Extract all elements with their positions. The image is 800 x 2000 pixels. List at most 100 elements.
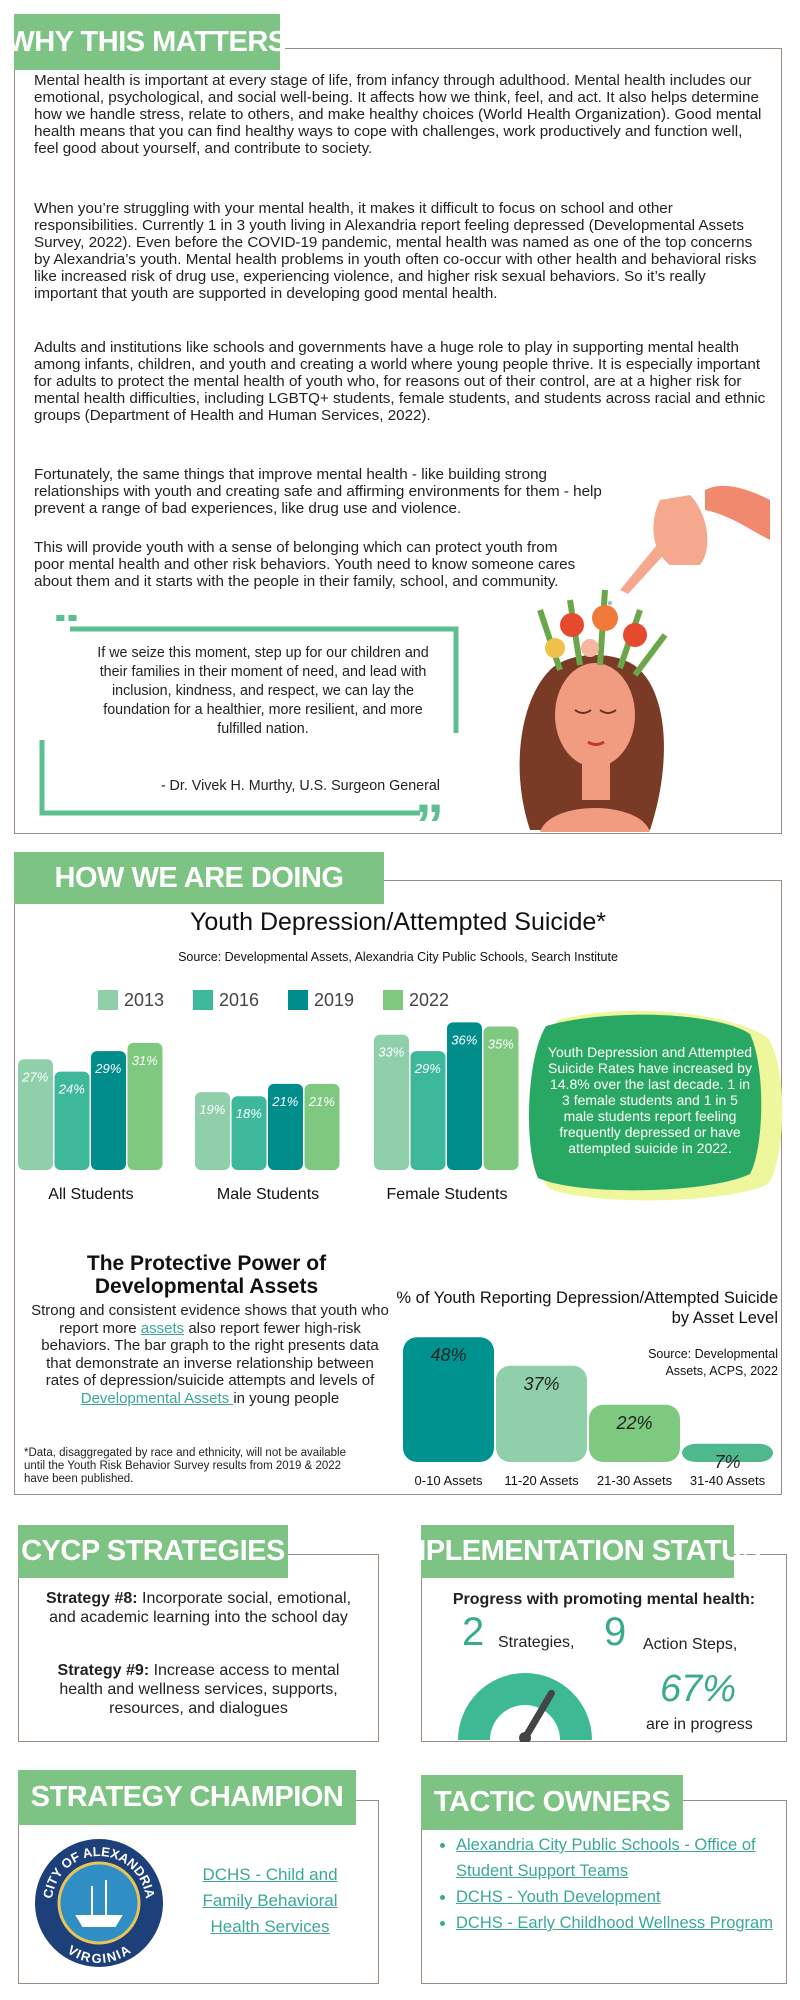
quote: If we seize this moment, step up for our… (97, 645, 429, 737)
value-label: 35% (488, 1037, 514, 1052)
legend-swatch (288, 990, 308, 1010)
strategy: Strategy #8: Incorporate social, emotion… (38, 1589, 359, 1627)
value-label: 29% (414, 1061, 441, 1076)
value-label: 7% (714, 1452, 740, 1472)
flower (560, 613, 584, 637)
bar (127, 1042, 163, 1170)
bar (54, 1071, 90, 1170)
bar (403, 1337, 494, 1462)
paragraph: Fortunately, the same things that improv… (34, 466, 602, 517)
face (555, 663, 635, 767)
bar (304, 1083, 340, 1170)
bar (268, 1083, 303, 1170)
quote-border (39, 740, 420, 816)
chart-title-box: % of Youth Reporting Depression/Attempte… (396, 1289, 778, 1327)
champion-title: STRATEGY CHAMPION (18, 1770, 356, 1825)
value-label: 33% (378, 1045, 404, 1060)
legend-label: 2013 (124, 990, 164, 1010)
legend-swatch (193, 990, 213, 1010)
link[interactable]: assets (140, 1319, 185, 1337)
bar (682, 1443, 773, 1462)
bar (18, 1059, 53, 1170)
strategies-count: 2 (462, 1610, 485, 1654)
illustration (519, 485, 770, 832)
link[interactable]: Developmental Assets (80, 1389, 234, 1407)
strategies-title: CYCP STRATEGIES (18, 1525, 288, 1578)
flower (592, 605, 618, 631)
chart-subtitle: Source: Developmental Assets, ACPS, 2022 (648, 1347, 778, 1378)
chart-title: Youth Depression/Attempted Suicide* (190, 908, 606, 936)
quote-mark: “ (52, 615, 81, 658)
chart: % of Youth Reporting Depression/Attempte… (396, 1289, 778, 1488)
chart-title: % of Youth Reporting Depression/Attempte… (396, 1289, 778, 1327)
gauge (458, 1673, 592, 1742)
owners-list: Alexandria City Public Schools - Office … (420, 1832, 800, 1936)
quote-border (70, 626, 459, 733)
seal-ship (75, 1880, 123, 1927)
value-label: 24% (58, 1082, 85, 1097)
callout-background (528, 1014, 762, 1191)
chart: Youth Depression/Attempted Suicide* Sourc… (18, 908, 618, 1203)
paragraph: Adults and institutions like schools and… (34, 339, 766, 424)
paragraph: This will provide youth with a sense of … (34, 539, 576, 590)
bar (91, 1051, 126, 1170)
strategy-text: Incorporate social, emotional, and acade… (49, 1590, 352, 1626)
quote-attribution: - Dr. Vivek H. Murthy, U.S. Surgeon Gene… (160, 778, 440, 794)
footnote: *Data, disaggregated by race and ethnici… (24, 1447, 346, 1485)
gauge-arc (458, 1673, 592, 1740)
value-label: 27% (21, 1069, 48, 1084)
flower (545, 638, 565, 658)
mouth (587, 740, 605, 746)
legend-label: 2019 (314, 990, 354, 1010)
legend-swatch (383, 990, 403, 1010)
strategy-text: Increase access to mental health and wel… (59, 1662, 340, 1717)
progress-text: are in progress (646, 1716, 753, 1733)
status-lead: Progress with promoting mental health: (452, 1591, 756, 1608)
seal-center (57, 1861, 141, 1945)
doing-title: HOW WE ARE DOING (14, 852, 384, 904)
eyes (574, 709, 617, 714)
x-tick-label: 21-30 Assets (597, 1473, 673, 1488)
flower (623, 623, 647, 647)
bar (447, 1022, 482, 1170)
owner-link[interactable]: DCHS - Youth Development (456, 1888, 661, 1906)
protective-text: Strong and consistent evidence shows tha… (30, 1302, 390, 1407)
owner-link[interactable]: Alexandria City Public Schools - Office … (456, 1836, 756, 1880)
bar (589, 1404, 680, 1462)
owner-item: Alexandria City Public Schools - Office … (456, 1832, 800, 1884)
value-label: 48% (430, 1345, 466, 1365)
gauge-hub (519, 1732, 531, 1742)
x-tick-label: 31-40 Assets (690, 1473, 766, 1488)
owners-title: TACTIC OWNERS (421, 1775, 683, 1830)
value-label: 36% (451, 1032, 477, 1047)
neck (582, 760, 610, 800)
text: also report fewer high-risk behaviors. T… (41, 1319, 379, 1390)
bar (195, 1092, 230, 1170)
x-tick-label: All Students (48, 1186, 133, 1203)
value-label: 18% (236, 1106, 262, 1121)
value-label: 19% (199, 1102, 225, 1117)
value-label: 37% (523, 1374, 559, 1394)
progress-label: 67% (660, 1668, 737, 1710)
x-tick-label: Female Students (387, 1186, 508, 1203)
x-tick-label: 11-20 Assets (504, 1473, 579, 1488)
gauge-needle (521, 1689, 555, 1742)
owner-link[interactable]: DCHS - Early Childhood Wellness Program (456, 1914, 773, 1932)
strategies-label: Strategies, (498, 1634, 575, 1651)
shoulders (540, 808, 650, 832)
water (608, 601, 612, 605)
why-title: WHY THIS MATTERS (7, 14, 287, 70)
actions-label: Action Steps, (643, 1636, 738, 1653)
legend-swatch (98, 990, 118, 1010)
callout-shape (528, 1010, 783, 1201)
callout: Youth Depression and Attempted Suicide R… (547, 1044, 753, 1156)
champion-link[interactable]: DCHS - Child and Family Behavioral Healt… (202, 1865, 338, 1936)
strategy: Strategy #9: Increase access to mental h… (38, 1661, 359, 1718)
strategy-label: Strategy #8: (45, 1590, 138, 1607)
legend-label: 2022 (409, 990, 449, 1010)
paragraph: Mental health is important at every stag… (34, 72, 762, 157)
x-tick-label: 0-10 Assets (415, 1473, 483, 1488)
value-label: 21% (271, 1094, 298, 1109)
chart-subtitle: Source: Developmental Assets, Alexandria… (178, 950, 618, 964)
text: in young people (233, 1389, 340, 1407)
